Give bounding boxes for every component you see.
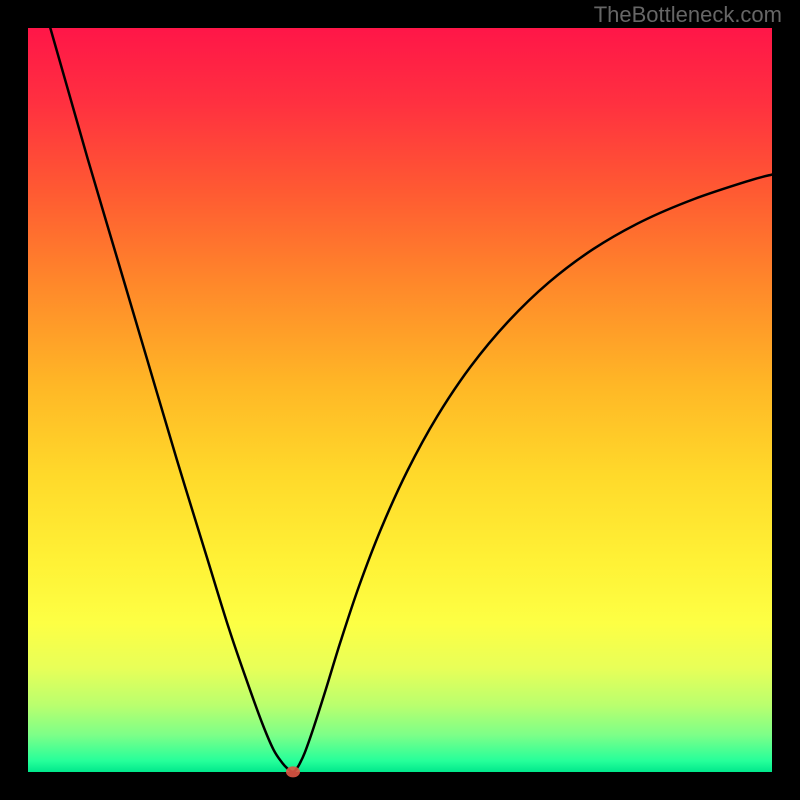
curve-left-branch xyxy=(50,28,293,772)
plot-area xyxy=(28,28,772,772)
watermark-text: TheBottleneck.com xyxy=(594,2,782,28)
bottleneck-curve xyxy=(28,28,772,772)
curve-right-branch xyxy=(293,175,772,772)
optimal-point-marker xyxy=(286,766,300,777)
